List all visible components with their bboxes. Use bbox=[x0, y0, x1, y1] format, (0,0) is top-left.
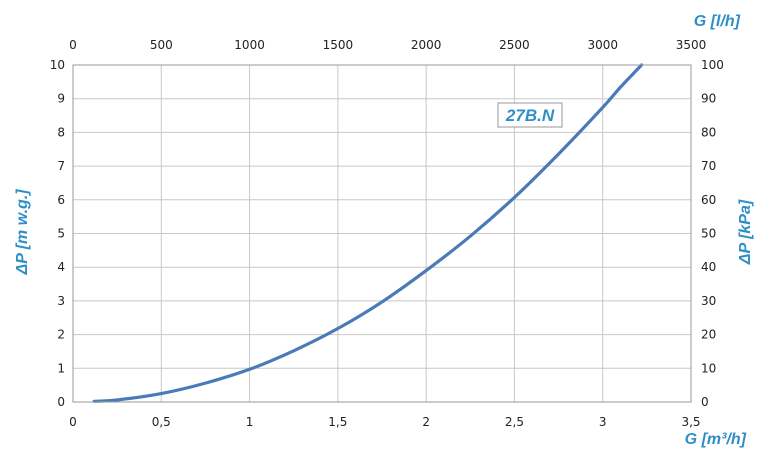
y-left-tick-label: 4 bbox=[57, 260, 65, 274]
x-top-tick-label: 500 bbox=[150, 38, 173, 52]
x-top-tick-label: 3000 bbox=[587, 38, 618, 52]
x-bottom-tick-label: 0 bbox=[69, 415, 77, 429]
y-right-tick-label: 100 bbox=[701, 58, 724, 72]
y-right-tick-label: 20 bbox=[701, 328, 716, 342]
x-top-tick-label: 1000 bbox=[234, 38, 265, 52]
y-left-tick-label: 3 bbox=[57, 294, 65, 308]
x-top-axis-title: G [l/h] bbox=[694, 13, 741, 30]
y-left-tick-label: 0 bbox=[57, 395, 65, 409]
x-top-tick-label: 1500 bbox=[323, 38, 354, 52]
y-left-tick-label: 6 bbox=[57, 193, 65, 207]
y-right-tick-label: 30 bbox=[701, 294, 716, 308]
x-bottom-tick-label: 1 bbox=[246, 415, 254, 429]
x-bottom-axis-title: G [m³/h] bbox=[685, 431, 747, 448]
y-left-tick-label: 5 bbox=[57, 227, 65, 241]
y-left-tick-label: 9 bbox=[57, 92, 65, 106]
y-left-tick-label: 1 bbox=[57, 361, 65, 375]
x-bottom-tick-label: 0,5 bbox=[152, 415, 171, 429]
series-label: 27B.N bbox=[505, 106, 555, 125]
x-top-tick-label: 2000 bbox=[411, 38, 442, 52]
y-right-tick-label: 50 bbox=[701, 227, 716, 241]
y-left-tick-label: 10 bbox=[50, 58, 65, 72]
x-top-tick-label: 3500 bbox=[676, 38, 707, 52]
x-top-tick-label: 0 bbox=[69, 38, 77, 52]
x-bottom-tick-label: 3,5 bbox=[681, 415, 700, 429]
y-right-tick-label: 10 bbox=[701, 361, 716, 375]
y-right-tick-label: 90 bbox=[701, 92, 716, 106]
y-left-tick-label: 2 bbox=[57, 328, 65, 342]
series-line-27b-n bbox=[92, 63, 644, 403]
y-right-tick-label: 40 bbox=[701, 260, 716, 274]
tick-labels: 000,5500110001,51500220002,52500330003,5… bbox=[50, 38, 724, 429]
plot-frame bbox=[72, 64, 692, 403]
y-left-tick-label: 8 bbox=[57, 125, 65, 139]
y-right-tick-label: 0 bbox=[701, 395, 709, 409]
series-layer bbox=[92, 63, 644, 403]
x-top-tick-label: 2500 bbox=[499, 38, 530, 52]
y-right-tick-label: 70 bbox=[701, 159, 716, 173]
y-left-axis-title: ΔP [m w.g.] bbox=[14, 189, 31, 276]
y-right-tick-label: 60 bbox=[701, 193, 716, 207]
y-right-axis-title: ΔP [kPa] bbox=[737, 199, 754, 265]
x-bottom-tick-label: 1,5 bbox=[328, 415, 347, 429]
grid-layer bbox=[73, 65, 691, 402]
x-bottom-tick-label: 2 bbox=[422, 415, 430, 429]
y-left-tick-label: 7 bbox=[57, 159, 65, 173]
x-bottom-tick-label: 2,5 bbox=[505, 415, 524, 429]
x-bottom-tick-label: 3 bbox=[599, 415, 607, 429]
series-label-box: 27B.N bbox=[497, 102, 563, 128]
y-right-tick-label: 80 bbox=[701, 125, 716, 139]
